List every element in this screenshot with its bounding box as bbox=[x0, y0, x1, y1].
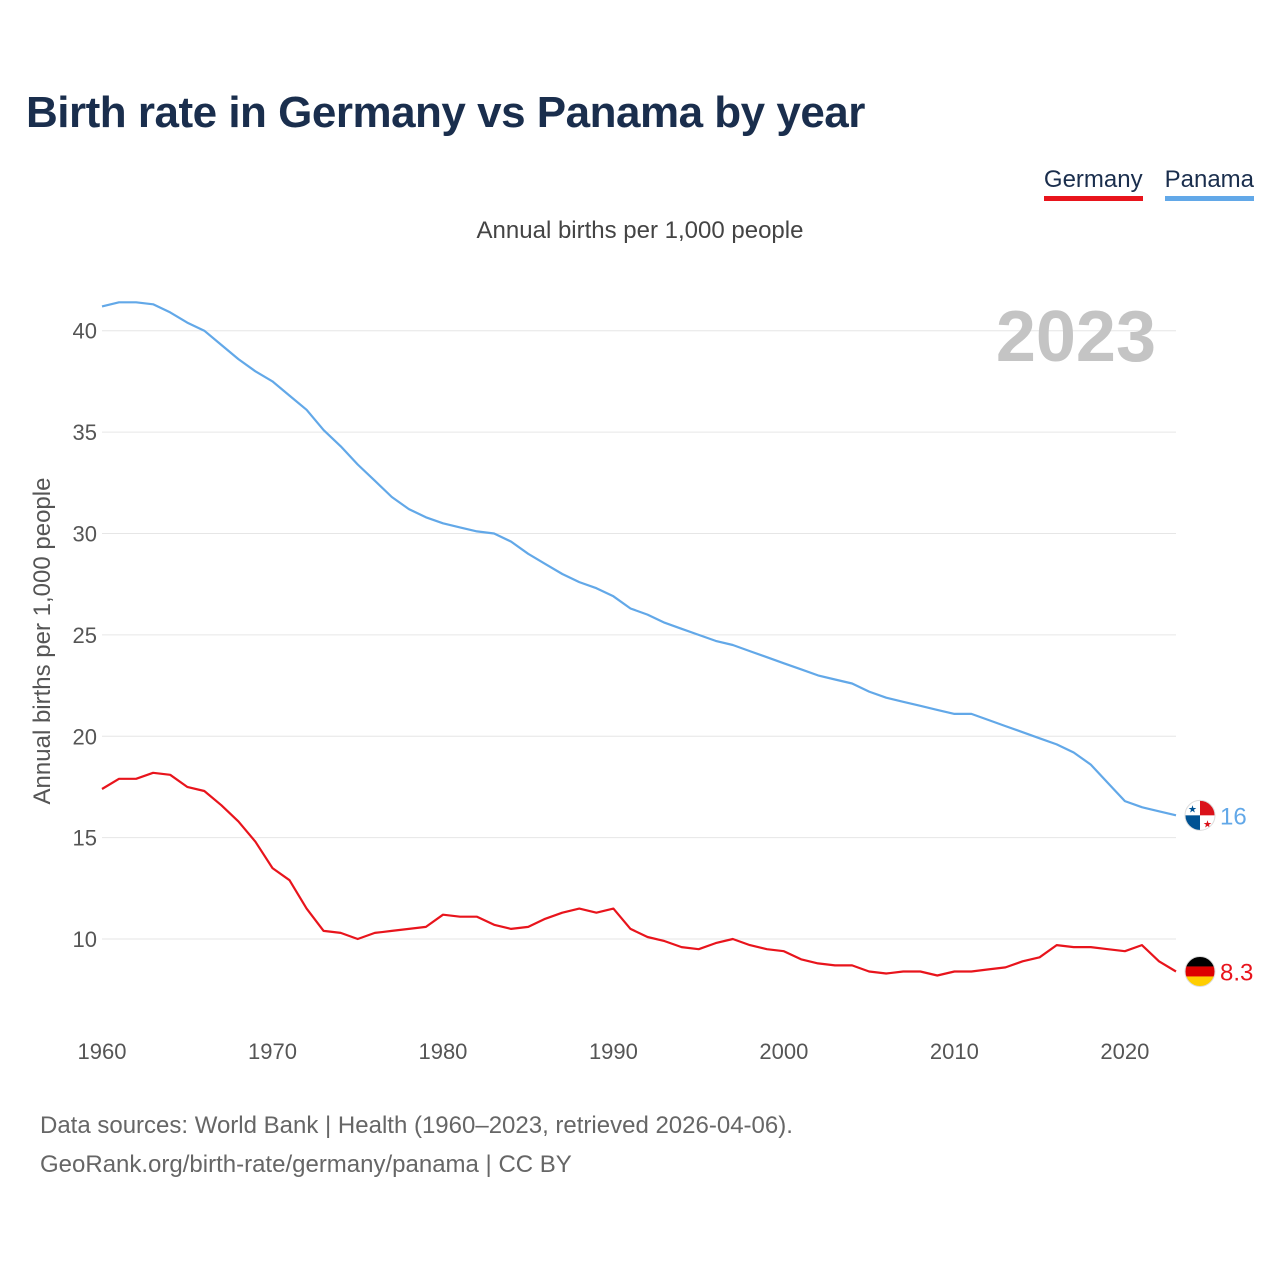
footer-source: Data sources: World Bank | Health (1960–… bbox=[40, 1112, 793, 1139]
svg-text:★: ★ bbox=[1188, 804, 1197, 815]
x-tick-label-1970: 1970 bbox=[248, 1039, 297, 1064]
panama-flag-icon: ★★ bbox=[1184, 799, 1216, 831]
y-tick-label-25: 25 bbox=[73, 623, 97, 648]
y-tick-label-40: 40 bbox=[73, 319, 97, 344]
legend: Germany Panama bbox=[1043, 166, 1254, 201]
series-layer bbox=[101, 301, 1177, 977]
x-tick-label-1980: 1980 bbox=[418, 1039, 467, 1064]
germany-flag-icon bbox=[1184, 955, 1216, 987]
chart-subtitle: Annual births per 1,000 people bbox=[476, 217, 804, 244]
germany-end-value: 8.3 bbox=[1220, 959, 1253, 986]
legend-item-panama[interactable]: Panama bbox=[1164, 166, 1254, 201]
x-tick-label-1960: 1960 bbox=[78, 1039, 127, 1064]
y-tick-label-30: 30 bbox=[73, 521, 97, 546]
tick-layer: 10 15 20 25 30 35 40 1960 1970 1980 1990 2000 2010 20… bbox=[73, 319, 1150, 1064]
chart-title: Birth rate in Germany vs Panama by year bbox=[26, 88, 865, 137]
y-tick-label-35: 35 bbox=[73, 420, 97, 445]
x-tick-label-1990: 1990 bbox=[589, 1039, 638, 1064]
y-tick-label-15: 15 bbox=[73, 826, 97, 851]
svg-text:★: ★ bbox=[1203, 819, 1212, 830]
series-line-panama[interactable] bbox=[101, 301, 1177, 817]
legend-item-germany[interactable]: Germany bbox=[1043, 166, 1143, 201]
panama-end-value: 16 bbox=[1220, 803, 1247, 830]
y-tick-label-20: 20 bbox=[73, 724, 97, 749]
y-axis-label: Annual births per 1,000 people bbox=[29, 478, 56, 805]
end-marker-layer: ★★ 168.3 bbox=[1184, 799, 1253, 987]
series-line-germany[interactable] bbox=[101, 771, 1177, 977]
current-year-watermark: 2023 bbox=[996, 297, 1156, 377]
x-tick-label-2010: 2010 bbox=[930, 1039, 979, 1064]
y-tick-label-10: 10 bbox=[73, 927, 97, 952]
x-tick-label-2000: 2000 bbox=[759, 1039, 808, 1064]
footer-link[interactable]: GeoRank.org/birth-rate/germany/panama | … bbox=[40, 1151, 572, 1178]
grid-layer bbox=[102, 330, 1176, 940]
line-chart: 10 15 20 25 30 35 40 1960 1970 1980 1990 2000 2010 20… bbox=[29, 297, 1253, 1064]
x-tick-label-2020: 2020 bbox=[1100, 1039, 1149, 1064]
footer: Data sources: World Bank | Health (1960–… bbox=[40, 1106, 793, 1184]
